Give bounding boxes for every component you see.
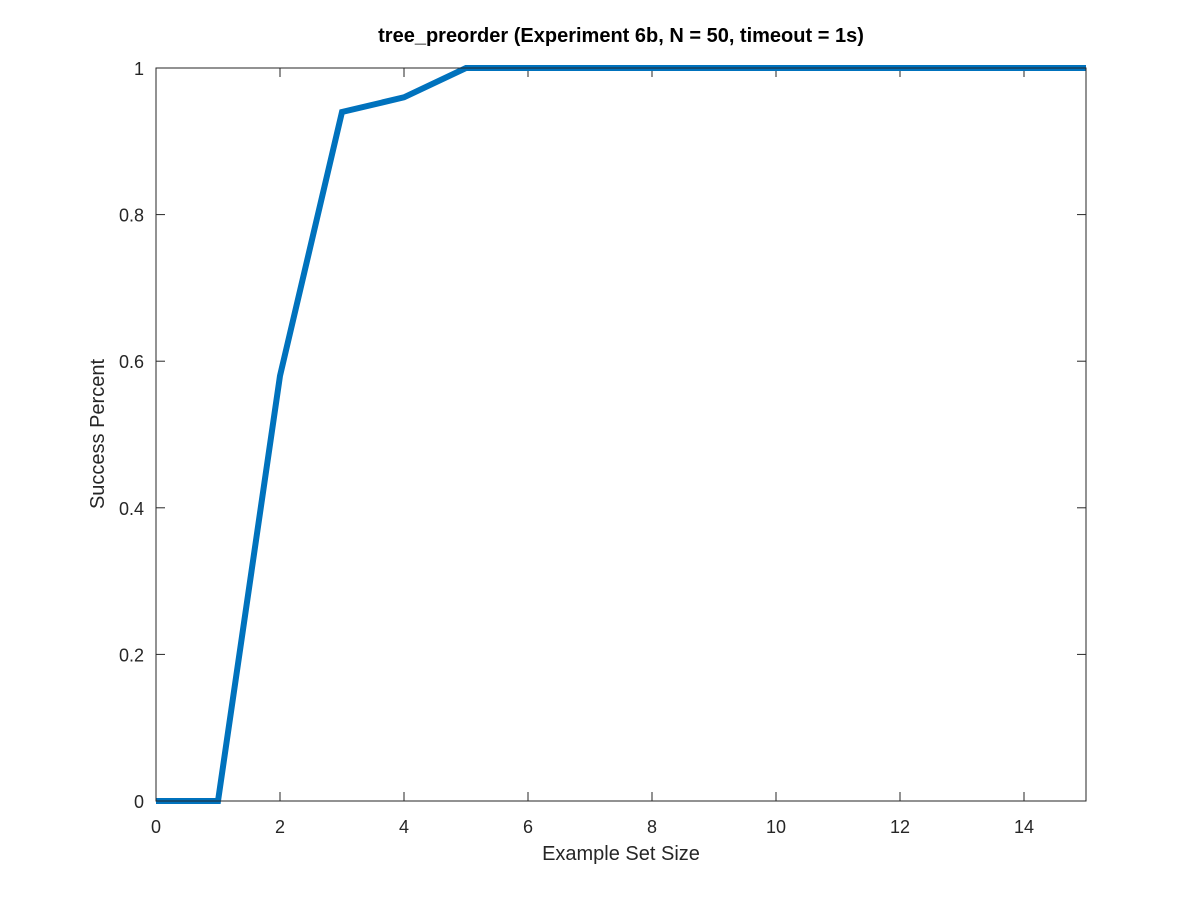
y-tick-label: 0.4 bbox=[119, 499, 144, 519]
y-tick-label: 0.6 bbox=[119, 352, 144, 372]
y-tick-label: 0.8 bbox=[119, 206, 144, 226]
x-tick-label: 10 bbox=[766, 817, 786, 837]
x-tick-label: 8 bbox=[647, 817, 657, 837]
x-tick-label: 2 bbox=[275, 817, 285, 837]
y-tick-label: 0 bbox=[134, 792, 144, 812]
y-axis-label: Success Percent bbox=[87, 359, 109, 510]
x-tick-label: 12 bbox=[890, 817, 910, 837]
x-tick-label: 0 bbox=[151, 817, 161, 837]
y-tick-label: 0.2 bbox=[119, 645, 144, 665]
tick-labels: 0 2 4 6 8 10 12 14 0 0.2 0.4 0.6 0.8 1 bbox=[119, 59, 1034, 837]
x-axis-label: Example Set Size bbox=[542, 843, 700, 865]
chart-title: tree_preorder (Experiment 6b, N = 50, ti… bbox=[378, 25, 864, 47]
x-tick-label: 4 bbox=[399, 817, 409, 837]
axes-box bbox=[155, 67, 1087, 802]
x-tick-label: 6 bbox=[523, 817, 533, 837]
y-tick-label: 1 bbox=[134, 59, 144, 79]
plot-area bbox=[156, 68, 1086, 801]
x-tick-label: 14 bbox=[1014, 817, 1034, 837]
